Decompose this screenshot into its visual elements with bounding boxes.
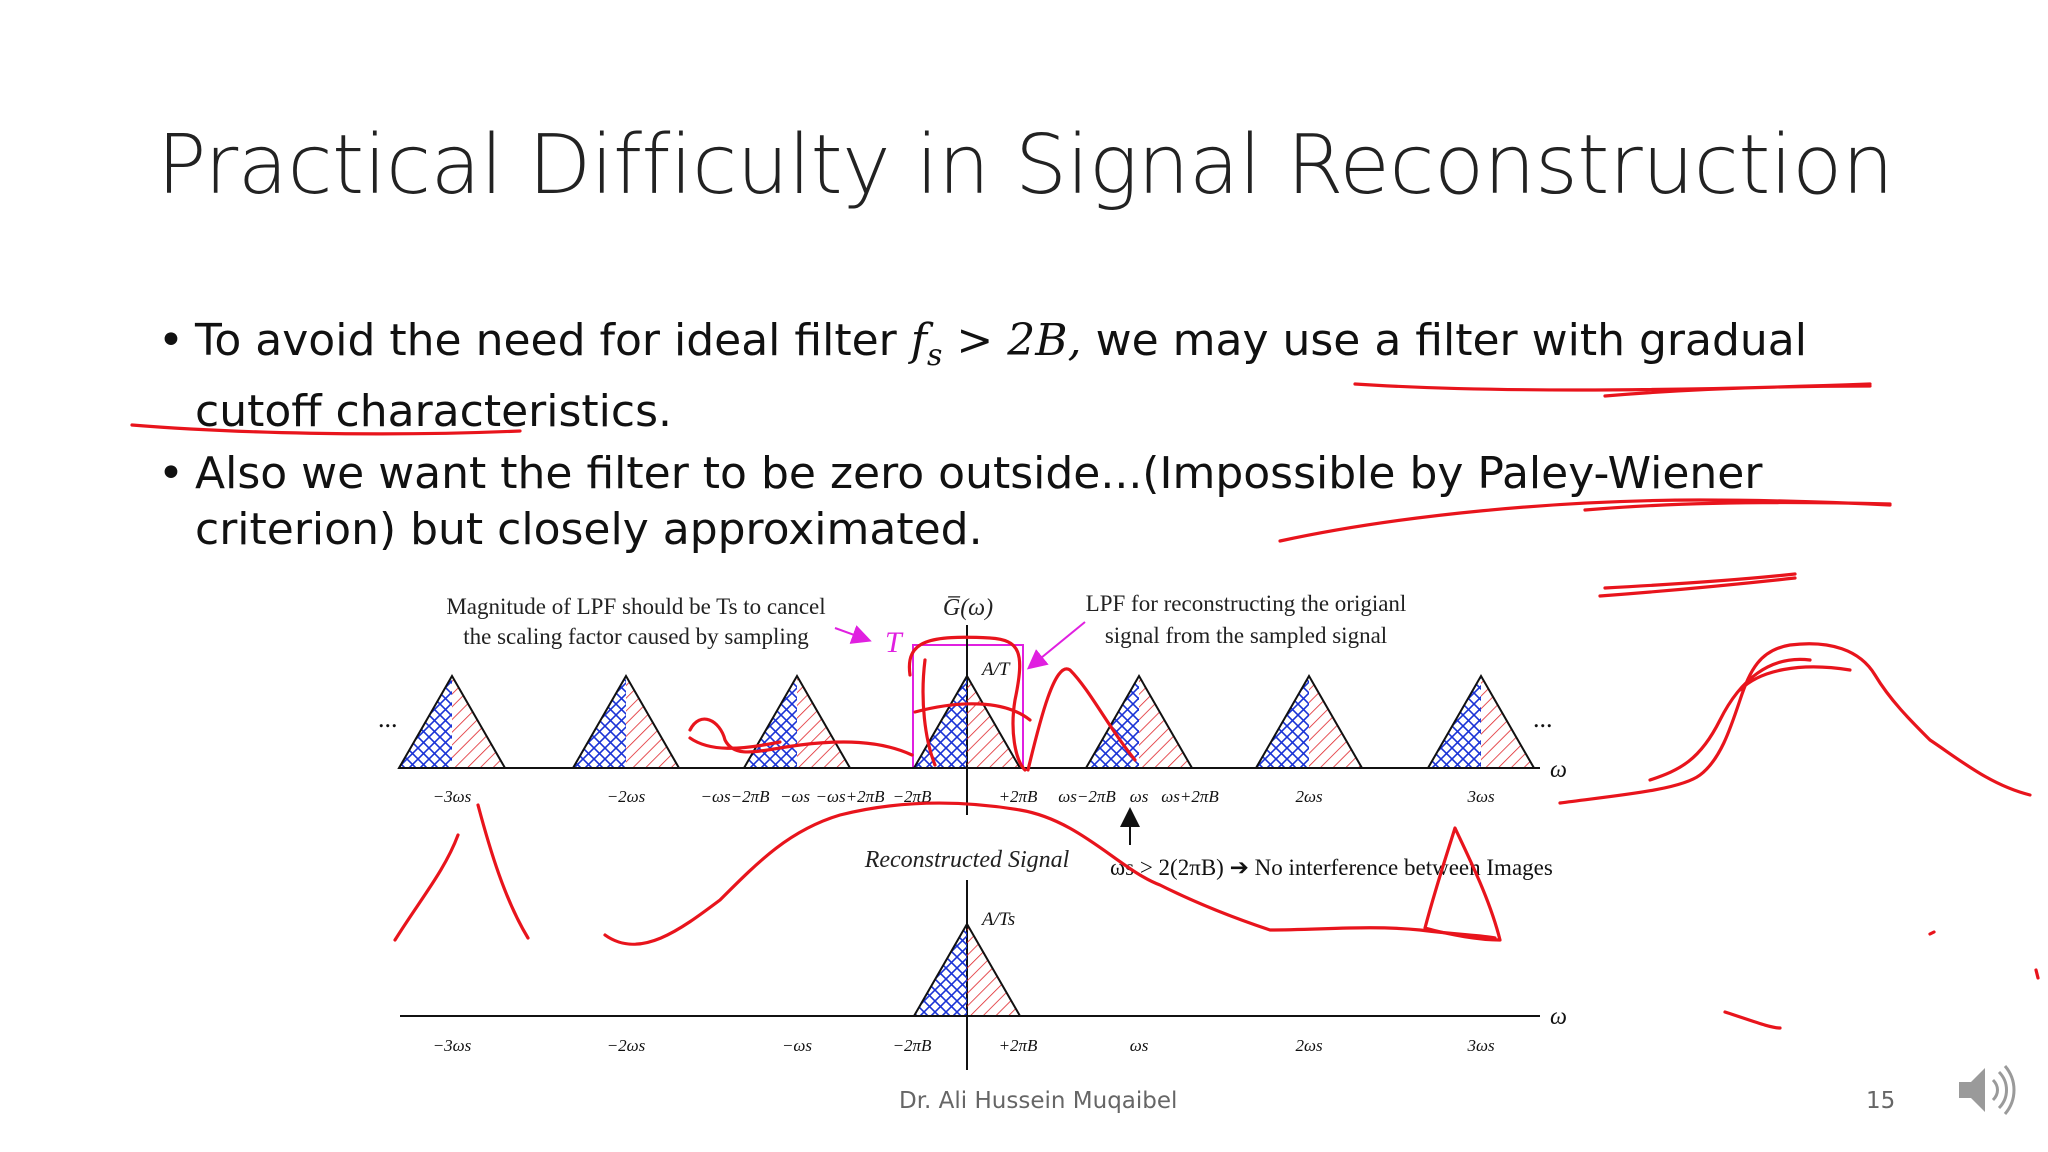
bullet-2: • Also we want the filter to be zero out… [158, 446, 1898, 558]
ink-underline-3 [1278, 498, 1892, 543]
ellipsis-left: ... [378, 704, 398, 733]
bullet-1-math: fs > 2B, [910, 315, 1082, 373]
top-tick-label: −3ωs [433, 787, 472, 806]
footer-author: Dr. Ali Hussein Muqaibel [899, 1088, 1178, 1114]
ink-right-triangle [1423, 826, 1502, 942]
ink-left-scribble [688, 717, 914, 757]
top-omega-label: ω [1550, 757, 1567, 783]
bottom-tick-labels: −3ωs −2ωs −ωs −2πB +2πB ωs 2ωs 3ωs [433, 1036, 1495, 1055]
replica-outline-3 [912, 673, 1022, 769]
bottom-tick-label: +2πB [999, 1036, 1038, 1055]
replica-outline-2 [742, 673, 852, 769]
bottom-tick-label: −ωs [782, 1036, 812, 1055]
ink-underline-1 [1353, 382, 1872, 398]
annotation-left-arrow [834, 625, 872, 644]
top-spectrum-replicas [397, 673, 1536, 769]
ink-dot-2 [2034, 968, 2040, 980]
annotation-right-arrow [1026, 621, 1086, 670]
slide-title: Practical Difficulty in Signal Reconstru… [157, 118, 1894, 213]
math-f: f [910, 315, 928, 366]
bullet-1-text: To avoid the need for ideal filter fs > … [158, 313, 1898, 440]
top-tick-label: ωs−2πB [1058, 787, 1116, 806]
ellipsis-right: ... [1533, 704, 1553, 733]
speaker-icon[interactable] [1953, 1060, 2023, 1120]
reconstructed-spectrum [912, 921, 1022, 1017]
bottom-omega-label: ω [1550, 1004, 1567, 1030]
bottom-tick-label: 2ωs [1295, 1036, 1323, 1055]
ink-curve-middle [603, 801, 1497, 946]
bottom-tick-label: −2πB [893, 1036, 932, 1055]
bullet-1-after: we may use a filter with gradual cutoff … [195, 315, 1807, 437]
top-tick-label: 2ωs [1295, 787, 1323, 806]
bottom-tick-label: 3ωs [1466, 1036, 1495, 1055]
top-tick-label: +2πB [999, 787, 1038, 806]
replica-outline-4 [1084, 673, 1194, 769]
peak-label-bottom: A/Ts [980, 909, 1015, 930]
math-sub: s [927, 337, 943, 373]
math-rest: > 2B, [942, 315, 1082, 366]
top-tick-label: 3ωs [1466, 787, 1495, 806]
bullet-dot: • [158, 448, 184, 499]
bottom-tick-label: −3ωs [433, 1036, 472, 1055]
top-tick-label: −2ωs [607, 787, 646, 806]
top-tick-label: −ωs [780, 787, 810, 806]
top-tick-label: ωs [1130, 787, 1149, 806]
top-tick-label: ωs+2πB [1161, 787, 1219, 806]
replica-outline-6 [1426, 673, 1536, 769]
bottom-tick-label: −2ωs [607, 1036, 646, 1055]
top-tick-labels: −3ωs −2ωs −ωs−2πB −ωs −ωs+2πB −2πB +2πB ωs−2πB ω… [433, 787, 1495, 806]
ink-filter-sketch [907, 635, 1137, 772]
annotation-left-line2: the scaling factor caused by sampling [463, 624, 809, 649]
top-tick-label: −2πB [893, 787, 932, 806]
ink-left-triangle [393, 803, 530, 942]
annotation-right-line1: LPF for reconstructing the origianl [1086, 591, 1407, 616]
replica-outline-0 [397, 673, 507, 769]
bullet-dot: • [158, 315, 184, 366]
bullet-1: • To avoid the need for ideal filter fs … [158, 313, 1898, 440]
bottom-tick-label: ωs [1130, 1036, 1149, 1055]
top-tick-label: −ωs−2πB [701, 787, 771, 806]
ink-underline-2 [130, 423, 522, 436]
ink-dot-1 [1928, 930, 1936, 936]
replica-outline-5 [1254, 673, 1364, 769]
annotation-right-line2: signal from the sampled signal [1105, 623, 1387, 648]
condition-text: ωs > 2(2πB) ➔ No interference between Im… [1110, 855, 1553, 880]
bullet-1-before: To avoid the need for ideal filter [195, 315, 911, 366]
page-number: 15 [1866, 1088, 1896, 1114]
bullet-2-text: Also we want the filter to be zero outsi… [195, 448, 1763, 555]
handwritten-annotations [130, 382, 2040, 1030]
replica-outline-1 [571, 673, 681, 769]
ink-dash-2 [1723, 1010, 1782, 1030]
annotation-left-line1: Magnitude of LPF should be Ts to cancel [446, 594, 825, 619]
filter-gain-label: T [885, 626, 904, 659]
peak-label-top: A/T [980, 659, 1011, 680]
ink-dash-1 [1598, 572, 1797, 598]
reconstructed-label: Reconstructed Signal [864, 847, 1070, 873]
ink-right-bump [1558, 642, 2032, 805]
spectrum-label: G̅(ω) [943, 595, 993, 621]
top-tick-label: −ωs+2πB [816, 787, 886, 806]
replica-outline-recon [912, 921, 1022, 1017]
